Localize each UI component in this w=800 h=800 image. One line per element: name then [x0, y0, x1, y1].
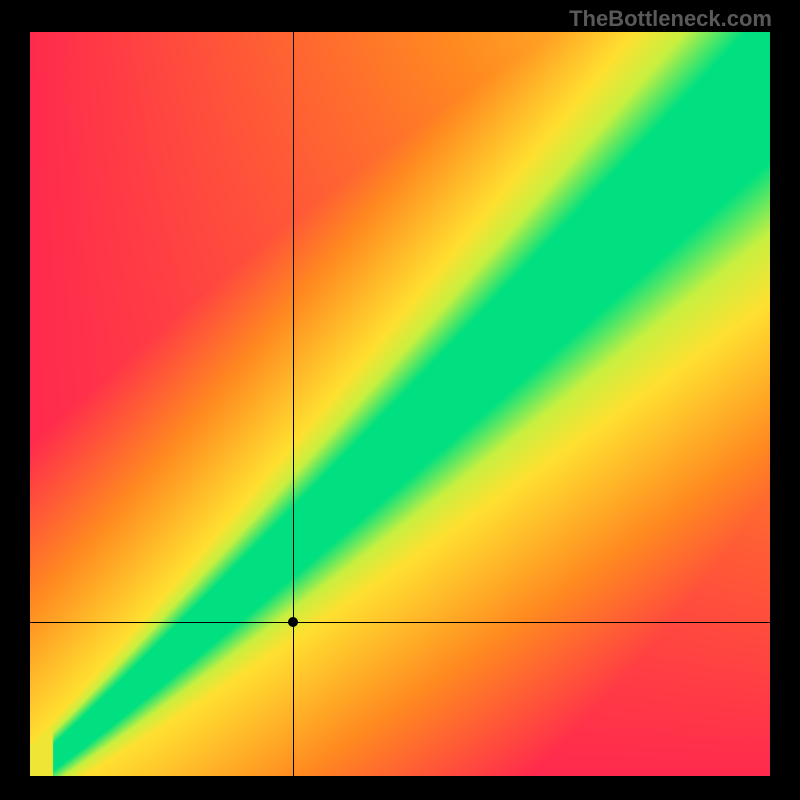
crosshair-horizontal: [30, 622, 770, 623]
crosshair-dot: [288, 617, 298, 627]
watermark-text: TheBottleneck.com: [569, 6, 772, 32]
chart-container: TheBottleneck.com: [0, 0, 800, 800]
crosshair-vertical: [293, 32, 294, 776]
plot-area: [30, 32, 770, 776]
heatmap-canvas: [30, 32, 770, 776]
